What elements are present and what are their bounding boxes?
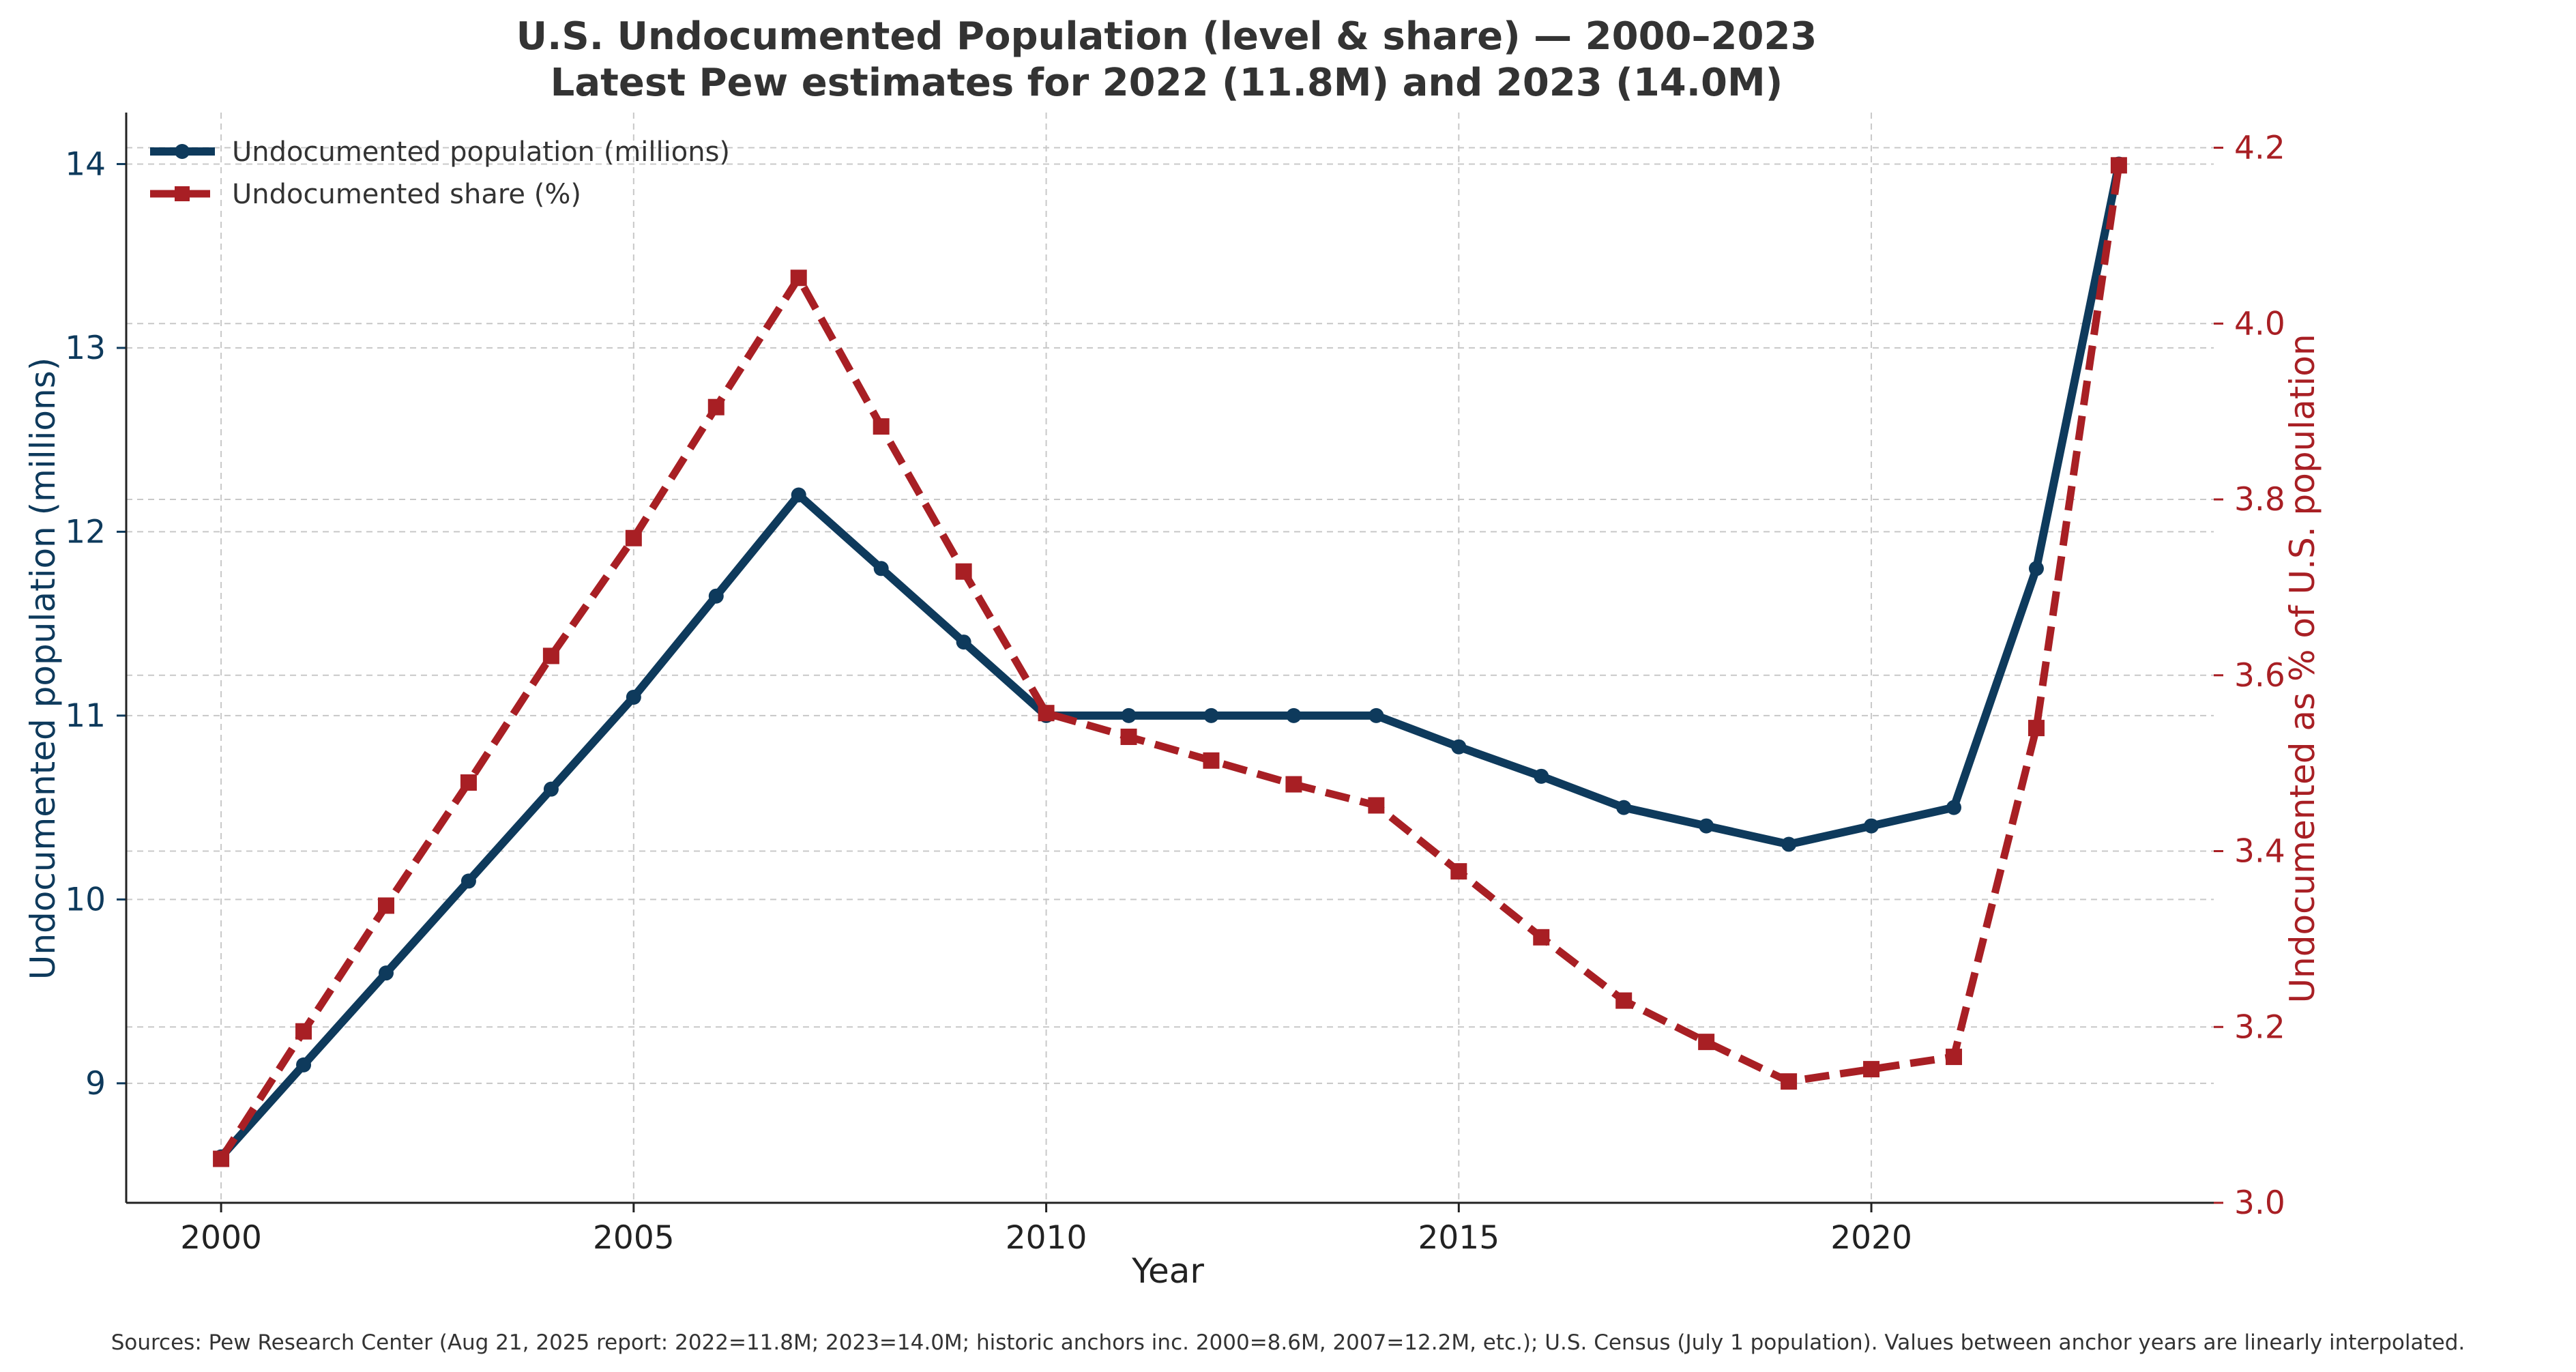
y-tick-label-right: 3.4 — [2234, 833, 2285, 871]
population-point — [708, 588, 724, 604]
population-point — [956, 634, 971, 650]
axes — [117, 113, 2223, 1212]
population-point — [2028, 561, 2044, 576]
population-point — [1781, 836, 1797, 852]
share-point — [1863, 1061, 1880, 1078]
legend: Undocumented population (millions) Undoc… — [150, 136, 730, 210]
population-point — [1699, 818, 1714, 834]
share-point — [1368, 797, 1385, 814]
population-point — [1286, 707, 1302, 723]
y-tick-label-left: 13 — [65, 330, 106, 367]
population-point — [378, 965, 394, 981]
population-point — [296, 1057, 312, 1072]
y-tick-label-left: 12 — [65, 513, 106, 551]
y-tick-label-left: 11 — [65, 697, 106, 735]
y-tick-label-right: 4.0 — [2234, 305, 2285, 342]
y-tick-label-right: 3.2 — [2234, 1008, 2285, 1046]
x-tick-label: 2015 — [1418, 1219, 1500, 1257]
population-point — [873, 561, 889, 576]
share-point — [1946, 1049, 1963, 1066]
y-tick-label-right: 3.8 — [2234, 481, 2285, 519]
population-point — [1534, 768, 1549, 784]
x-tick-label: 2020 — [1830, 1219, 1912, 1257]
tick-labels: 2000 2005 2010 2015 2020 9 10 11 12 13 14 3.0 3.2 3.4… — [65, 130, 2285, 1257]
share-point — [1285, 776, 1302, 793]
population-point — [1946, 800, 1962, 815]
share-point — [707, 398, 724, 415]
x-axis-label: Year — [1131, 1251, 1204, 1291]
share-point — [1450, 863, 1467, 880]
population-point — [1451, 739, 1467, 755]
population-point — [1864, 818, 1879, 834]
share-point — [295, 1023, 312, 1040]
population-point — [791, 487, 806, 503]
share-point — [1533, 929, 1550, 946]
share-point — [377, 897, 394, 914]
x-tick-label: 2010 — [1006, 1219, 1087, 1257]
share-point — [1698, 1034, 1715, 1051]
y-tick-label-right: 3.0 — [2234, 1184, 2285, 1222]
y-tick-label-right: 4.2 — [2234, 130, 2285, 167]
share-point — [873, 418, 890, 435]
x-tick-label: 2005 — [593, 1219, 675, 1257]
share-point — [542, 647, 559, 665]
grid-lines — [126, 113, 2214, 1203]
y-tick-label-right: 3.6 — [2234, 657, 2285, 695]
legend-label-share: Undocumented share (%) — [232, 179, 581, 210]
share-point — [625, 529, 642, 546]
share-point — [1781, 1073, 1798, 1090]
share-point — [1120, 728, 1137, 745]
population-point — [1121, 707, 1137, 723]
share-point — [1203, 752, 1220, 769]
population-line — [217, 160, 2123, 1161]
chart-title-line2: Latest Pew estimates for 2022 (11.8M) an… — [551, 61, 1783, 105]
legend-label-population: Undocumented population (millions) — [232, 136, 730, 168]
share-point — [2110, 157, 2127, 174]
population-point — [1616, 800, 1632, 815]
share-point — [955, 563, 972, 580]
population-point — [543, 781, 559, 797]
series-layer — [213, 156, 2127, 1167]
share-point — [1038, 705, 1055, 722]
share-point — [1615, 992, 1633, 1009]
legend-marker-population — [175, 144, 190, 159]
share-line — [218, 164, 2123, 1161]
y-tick-label-left: 14 — [65, 145, 106, 183]
sources-footer: Sources: Pew Research Center (Aug 21, 20… — [111, 1330, 2465, 1355]
population-point — [460, 873, 476, 889]
y-tick-label-left: 10 — [65, 881, 106, 918]
y-axis-label-right: Undocumented as % of U.S. population — [2283, 334, 2322, 1003]
share-point — [2028, 720, 2045, 737]
population-point — [1203, 707, 1219, 723]
x-tick-label: 2000 — [180, 1219, 262, 1257]
legend-marker-share — [175, 186, 190, 201]
share-point — [460, 774, 477, 791]
share-point — [790, 269, 807, 287]
y-tick-label-left: 9 — [85, 1065, 106, 1103]
y-axis-label-left: Undocumented population (millions) — [23, 357, 63, 980]
chart-title-line1: U.S. Undocumented Population (level & sh… — [516, 14, 1817, 59]
share-point — [213, 1150, 230, 1167]
population-point — [626, 689, 641, 705]
population-point — [1368, 707, 1384, 723]
